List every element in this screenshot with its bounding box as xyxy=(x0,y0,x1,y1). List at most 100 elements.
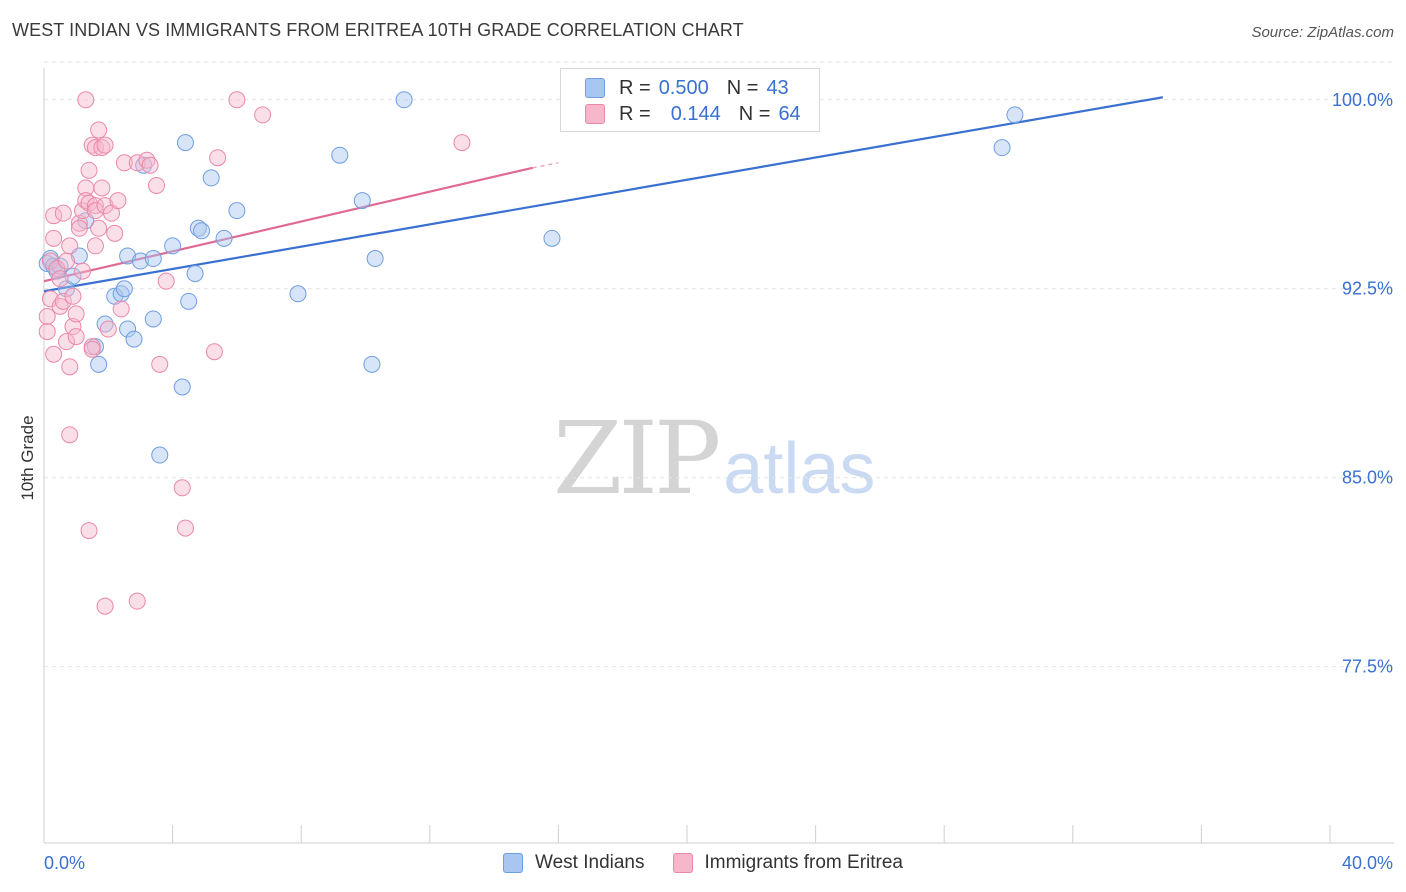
west-indians-point xyxy=(366,250,384,268)
eritrea-point xyxy=(45,207,63,225)
eritrea-point xyxy=(86,139,104,157)
west-indians-point xyxy=(115,280,133,298)
west-indians-point xyxy=(144,310,162,328)
eritrea-point xyxy=(228,91,246,109)
eritrea-point xyxy=(74,262,92,280)
eritrea-point xyxy=(54,292,72,310)
west-indians-point xyxy=(180,292,198,310)
watermark-atlas: atlas xyxy=(723,429,876,509)
eritrea-point xyxy=(77,91,95,109)
legend-n-value: 43 xyxy=(766,76,789,99)
west-indians-point xyxy=(151,446,169,464)
legend-r-label: R = xyxy=(619,102,651,125)
eritrea-point xyxy=(64,287,82,305)
eritrea-trend-line xyxy=(43,166,533,283)
eritrea-point xyxy=(173,479,191,497)
y-tick-label: 92.5% xyxy=(1342,279,1393,299)
series-legend: West Indians Immigrants from Eritrea xyxy=(0,852,1406,874)
eritrea-point xyxy=(106,224,124,242)
eritrea-point xyxy=(93,139,111,157)
legend-n-label: N = xyxy=(726,76,759,99)
eritrea-point xyxy=(112,300,130,318)
west-indians-point xyxy=(64,267,82,285)
eritrea-point xyxy=(96,136,114,154)
west-indians-point xyxy=(193,222,211,240)
eritrea-point xyxy=(61,426,79,444)
west-indians-point xyxy=(395,91,413,109)
legend-row-west-indians: R = 0.500 N = 43 xyxy=(585,75,789,101)
west-indians-point xyxy=(543,229,561,247)
west-indians-point xyxy=(119,247,137,265)
eritrea-point xyxy=(96,597,114,615)
legend-r-value: 0.500 xyxy=(658,76,709,99)
legend-r-value: 0.144 xyxy=(670,102,721,125)
eritrea-point xyxy=(157,272,175,290)
eritrea-point xyxy=(38,307,56,325)
west-indians-point xyxy=(363,355,381,373)
legend-item-eritrea[interactable]: Immigrants from Eritrea xyxy=(672,852,903,874)
west-indians-point xyxy=(164,237,182,255)
legend-n-label: N = xyxy=(738,102,771,125)
west-indians-point xyxy=(215,229,233,247)
eritrea-point xyxy=(83,340,101,358)
eritrea-point xyxy=(109,192,127,210)
eritrea-point xyxy=(67,305,85,323)
chart-title: WEST INDIAN VS IMMIGRANTS FROM ERITREA 1… xyxy=(12,20,744,40)
legend-swatch-eritrea xyxy=(672,853,693,873)
eritrea-point xyxy=(128,592,146,610)
watermark-zip: ZIP xyxy=(553,400,721,517)
eritrea-point xyxy=(70,219,88,237)
eritrea-point xyxy=(51,270,69,288)
legend-n-value: 64 xyxy=(778,102,801,125)
eritrea-point xyxy=(67,328,85,346)
eritrea-point xyxy=(38,323,56,341)
west-indians-point xyxy=(112,285,130,303)
legend-swatch-west-indians xyxy=(503,853,524,873)
eritrea-point xyxy=(45,229,63,247)
eritrea-point xyxy=(61,237,79,255)
eritrea-point xyxy=(51,297,69,315)
west-indians-point xyxy=(119,320,137,338)
y-tick-label: 100.0% xyxy=(1332,90,1393,110)
eritrea-point xyxy=(453,134,471,152)
legend-swatch-eritrea xyxy=(585,104,605,124)
west-indians-point xyxy=(173,378,191,396)
west-indians-point xyxy=(186,265,204,283)
west-indians-point xyxy=(289,285,307,303)
west-indians-point xyxy=(176,134,194,152)
y-axis-label: 10th Grade xyxy=(18,415,37,501)
stats-legend: R = 0.500 N = 43 R = 0.144 N = 64 xyxy=(560,68,820,132)
west-indians-point xyxy=(144,250,162,268)
west-indians-point xyxy=(993,139,1011,157)
eritrea-point xyxy=(151,355,169,373)
eritrea-point xyxy=(254,106,272,124)
y-tick-label: 85.0% xyxy=(1342,468,1393,488)
west-indians-point xyxy=(125,330,143,348)
legend-r-label: R = xyxy=(619,76,651,99)
eritrea-point xyxy=(58,333,76,351)
eritrea-point xyxy=(83,136,101,154)
west-indians-point xyxy=(131,252,149,270)
eritrea-point xyxy=(90,121,108,139)
trend-lines xyxy=(43,96,1164,293)
legend-swatch-west-indians xyxy=(585,78,605,98)
x-tick-label: 0.0% xyxy=(44,853,85,873)
eritrea-point xyxy=(58,252,76,270)
west-indians-point xyxy=(202,169,220,187)
eritrea-point xyxy=(86,197,104,215)
eritrea-point xyxy=(80,161,98,179)
eritrea-point xyxy=(90,219,108,237)
west-indians-point xyxy=(331,146,349,164)
legend-item-west-indians[interactable]: West Indians xyxy=(503,852,645,874)
tick-labels: 100.0% 92.5% 85.0% 77.5% 0.0% 40.0% xyxy=(44,90,1393,873)
west-indians-point xyxy=(96,315,114,333)
legend-label-eritrea: Immigrants from Eritrea xyxy=(704,852,903,873)
eritrea-point xyxy=(70,214,88,232)
eritrea-point xyxy=(205,343,223,361)
eritrea-point xyxy=(138,151,156,169)
y-tick-label: 77.5% xyxy=(1342,657,1393,677)
eritrea-point xyxy=(45,345,63,363)
eritrea-point xyxy=(128,154,146,172)
west-indians-point xyxy=(228,202,246,220)
